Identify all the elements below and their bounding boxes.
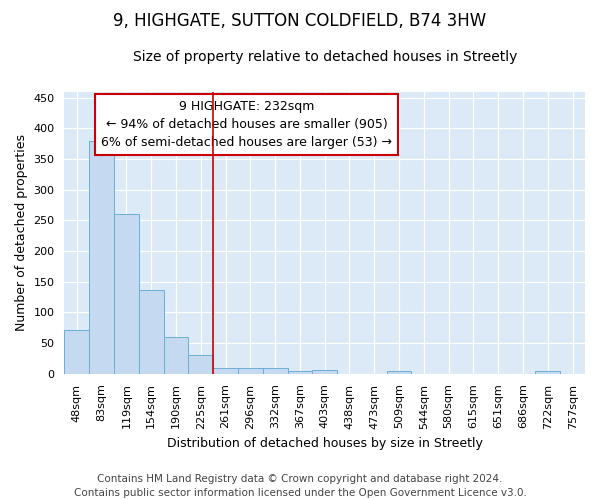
Bar bbox=[64, 330, 89, 374]
Text: 9, HIGHGATE, SUTTON COLDFIELD, B74 3HW: 9, HIGHGATE, SUTTON COLDFIELD, B74 3HW bbox=[113, 12, 487, 30]
Bar bbox=[139, 290, 164, 374]
Bar bbox=[114, 214, 139, 374]
Title: Size of property relative to detached houses in Streetly: Size of property relative to detached ho… bbox=[133, 50, 517, 64]
Y-axis label: Number of detached properties: Number of detached properties bbox=[15, 134, 28, 331]
Bar bbox=[213, 368, 238, 374]
X-axis label: Distribution of detached houses by size in Streetly: Distribution of detached houses by size … bbox=[167, 437, 482, 450]
Bar bbox=[238, 368, 263, 374]
Bar bbox=[535, 371, 560, 374]
Bar bbox=[89, 142, 114, 374]
Bar bbox=[313, 370, 337, 374]
Bar bbox=[188, 356, 213, 374]
Bar bbox=[263, 368, 287, 374]
Text: Contains HM Land Registry data © Crown copyright and database right 2024.
Contai: Contains HM Land Registry data © Crown c… bbox=[74, 474, 526, 498]
Text: 9 HIGHGATE: 232sqm
← 94% of detached houses are smaller (905)
6% of semi-detache: 9 HIGHGATE: 232sqm ← 94% of detached hou… bbox=[101, 100, 392, 149]
Bar bbox=[287, 371, 313, 374]
Bar bbox=[386, 371, 412, 374]
Bar bbox=[164, 337, 188, 374]
